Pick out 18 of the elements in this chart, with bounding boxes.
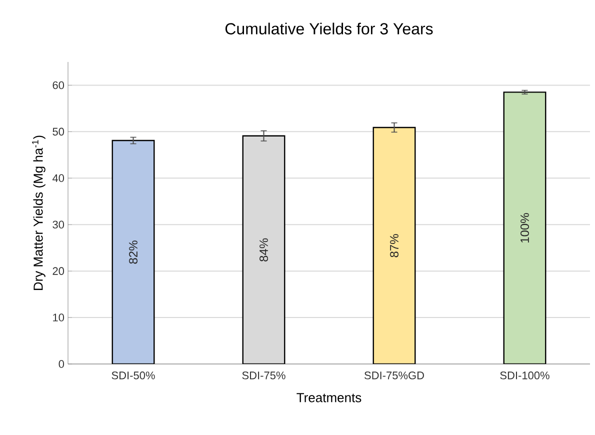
y-tick-label: 10 — [53, 314, 64, 322]
annotation: 100% — [520, 213, 529, 243]
chart-title: Cumulative Yields for 3 Years — [225, 22, 433, 34]
annotation: 84% — [260, 238, 268, 262]
y-tick-label: 40 — [52, 174, 64, 182]
y-tick-label: 60 — [52, 81, 64, 90]
x-tick-label: SDI-50% — [112, 372, 155, 380]
annotation: 87% — [390, 234, 398, 258]
y-axis-title: Dry Matter Yields (Mg ha$^{-1}$) — [32, 136, 46, 290]
y-tick-label: 30 — [52, 220, 64, 228]
y-tick-label: 50 — [52, 128, 64, 136]
x-tick-label: SDI-75%GD — [364, 372, 424, 380]
x-tick-label: SDI-75% — [242, 372, 286, 380]
annotation: 82% — [129, 240, 138, 264]
x-tick-label: SDI-100% — [500, 372, 550, 380]
y-tick-label: 0 — [58, 360, 64, 368]
x-axis-title: Treatments — [296, 393, 362, 402]
y-tick-label: 20 — [52, 267, 64, 275]
